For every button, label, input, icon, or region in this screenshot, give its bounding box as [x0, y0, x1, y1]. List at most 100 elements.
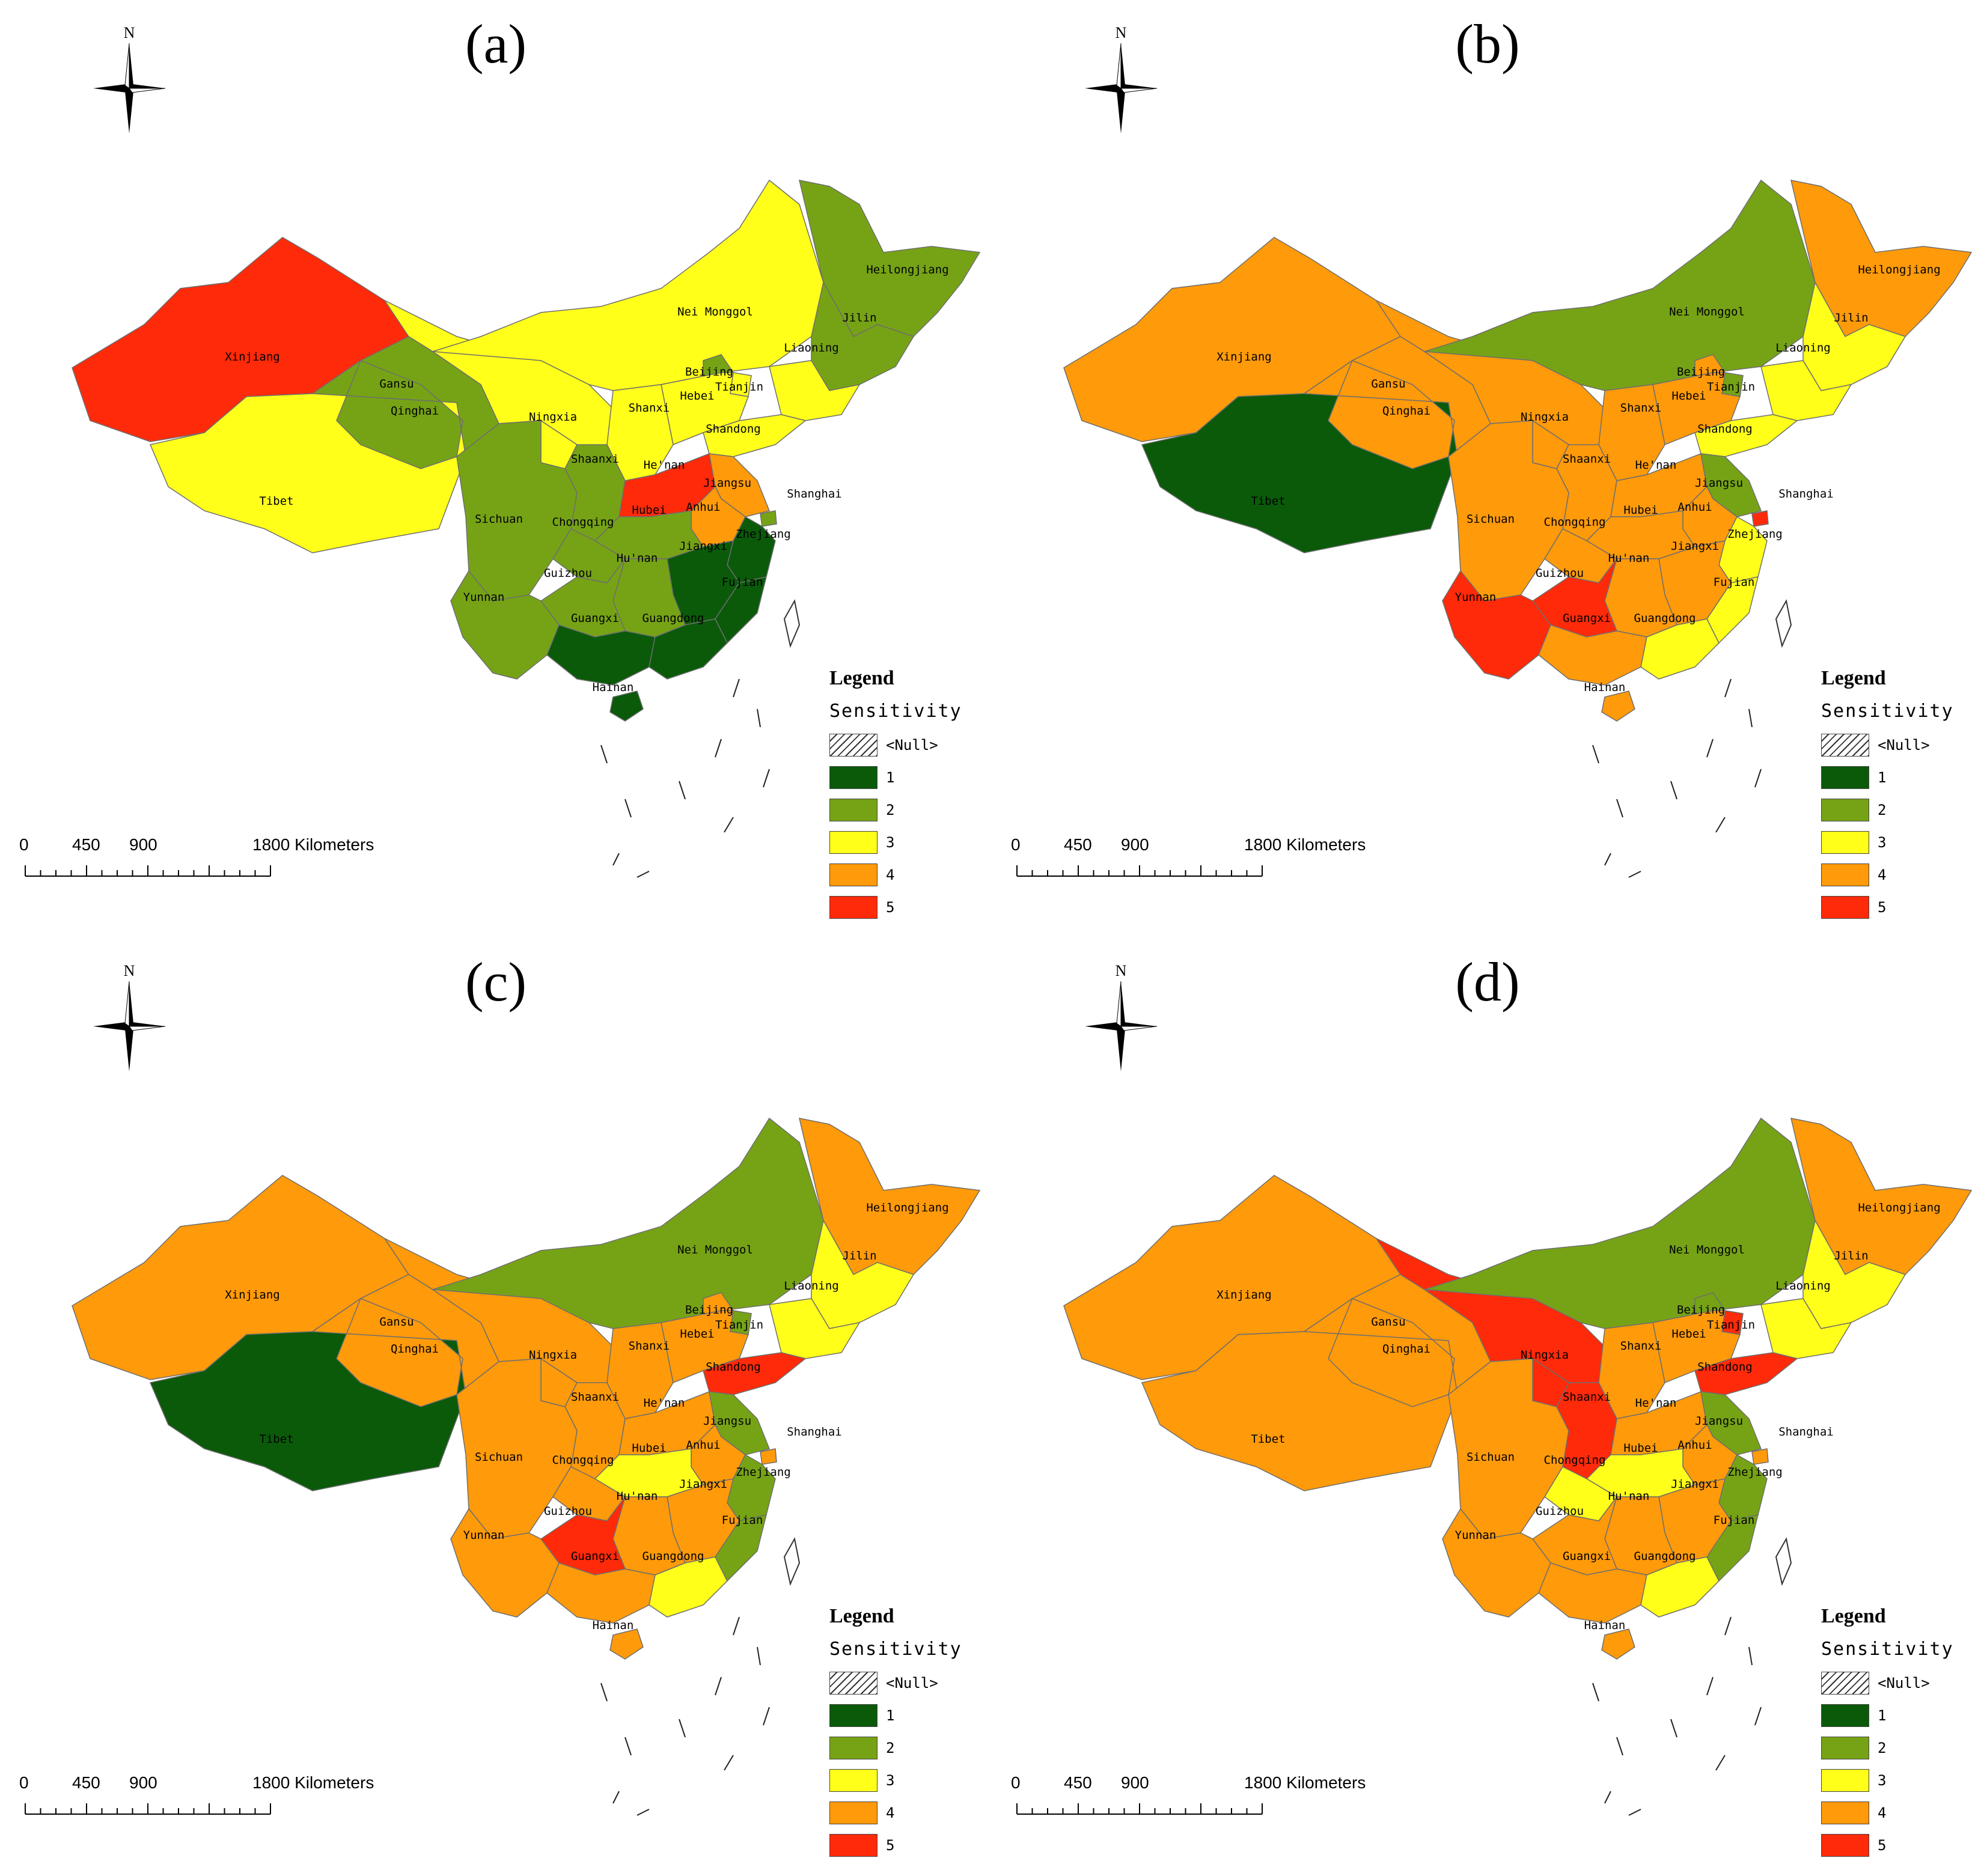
legend-swatch: [829, 799, 878, 821]
province-label: Sichuan: [1467, 1451, 1515, 1464]
legend-item-null: <Null>: [829, 729, 986, 761]
legend-item: 1: [1821, 761, 1977, 794]
province-qinghai: [311, 336, 499, 469]
province-jilin: [811, 281, 915, 391]
legend-label: 5: [1878, 1837, 1887, 1854]
province-label: Shanghai: [1778, 487, 1834, 501]
province-label: Beijing: [685, 1303, 733, 1317]
province-label: Fujian: [1714, 576, 1755, 589]
north-arrow-icon: N: [1082, 24, 1160, 138]
province-label: Jiangxi: [679, 1478, 727, 1491]
province-label: Nei Monggol: [1669, 305, 1745, 318]
legend-swatch: [1821, 1834, 1869, 1857]
scale-tick-label: 900: [1121, 1773, 1149, 1792]
scale-bar: 0 450 900 1800 Kilometers: [19, 835, 374, 877]
legend-item: 1: [829, 1699, 986, 1732]
province-label: Tianjin: [715, 1318, 763, 1332]
province-hainan: [609, 1628, 644, 1660]
province-nei-monggol: [1424, 1117, 1816, 1329]
province-label: Shaanxi: [571, 1390, 619, 1404]
province-label: Liaoning: [1775, 1279, 1831, 1293]
province-jilin: [1802, 281, 1906, 391]
province-nei-monggol: [432, 1117, 824, 1329]
province-shanghai: [1751, 1448, 1769, 1465]
province-label: Nei Monggol: [1669, 1243, 1745, 1256]
legend-subtitle: Sensitivity: [1821, 1639, 1954, 1660]
province-label: Liaoning: [784, 1279, 839, 1293]
province-label: Sichuan: [475, 1451, 523, 1464]
scale-tick-label: 1800 Kilometers: [252, 1773, 374, 1792]
province-label: Sichuan: [1467, 513, 1515, 526]
legend-item: 4: [1821, 859, 1977, 891]
scale-tick-label: 1800 Kilometers: [1244, 1773, 1366, 1792]
legend-title: Legend: [829, 1605, 894, 1627]
province-label: Jiangxi: [1671, 540, 1719, 553]
province-label: Zhejiang: [736, 1466, 791, 1479]
province-label: Ningxia: [529, 1348, 577, 1362]
province-label: Chongqing: [1544, 516, 1606, 529]
province-label: Yunnan: [463, 1529, 505, 1542]
province-label: Anhui: [1677, 501, 1712, 514]
province-label: He'nan: [1635, 458, 1677, 472]
province-label: Nei Monggol: [677, 1243, 753, 1256]
province-label: Qinghai: [1382, 1342, 1430, 1356]
province-label: Gansu: [1371, 1315, 1405, 1329]
province-label: Anhui: [1677, 1439, 1712, 1452]
null-swatch: [829, 734, 878, 757]
province-label: Shandong: [1697, 1360, 1753, 1374]
province-label: Hainan: [1584, 681, 1626, 694]
legend-label: 1: [886, 1707, 895, 1724]
province-nei-monggol: [1424, 179, 1816, 391]
province-label: Sichuan: [475, 513, 523, 526]
province-label: Beijing: [685, 365, 733, 379]
province-label: Guangdong: [1634, 612, 1696, 625]
null-swatch: [1821, 1672, 1869, 1695]
scale-tick-label: 0: [1011, 835, 1021, 854]
panel-title: (c): [465, 951, 527, 1013]
legend-item-null: <Null>: [829, 1667, 986, 1699]
map-panel-1: (a) N Xinjiang Tibet Qinghai Gansu Nei Monggol…: [0, 0, 992, 938]
null-region: [1775, 599, 1792, 648]
province-label: Xinjiang: [225, 1288, 280, 1302]
scale-bar: 0 450 900 1800 Kilometers: [1011, 1773, 1366, 1815]
province-label: Xinjiang: [1216, 1288, 1272, 1302]
legend-label: 4: [1878, 1804, 1887, 1821]
province-label: Guangxi: [1563, 612, 1611, 625]
province-label: Hu'nan: [617, 552, 658, 565]
south-sea-dashes: [600, 678, 770, 878]
legend-item: 3: [829, 826, 986, 859]
legend-label: 2: [1878, 802, 1887, 818]
province-label: Gansu: [379, 377, 414, 391]
province-label: Gansu: [1371, 377, 1405, 391]
north-label: N: [123, 24, 135, 41]
legend-swatch: [829, 1737, 878, 1759]
province-label: Jilin: [1834, 311, 1868, 324]
province-shanghai: [760, 510, 777, 527]
legend-label: <Null>: [1878, 737, 1930, 754]
legend-label: 1: [1878, 1707, 1887, 1724]
legend-item: 3: [829, 1764, 986, 1797]
legend-swatch: [1821, 863, 1869, 886]
legend: Legend Sensitivity <Null> 1 2 3 4 5: [829, 667, 986, 924]
province-label: Fujian: [722, 576, 763, 589]
choropleth-map: Xinjiang Tibet Qinghai Gansu Nei Monggol Heil…: [72, 179, 981, 878]
province-label: Shandong: [706, 422, 761, 436]
province-label: Guangxi: [571, 1550, 619, 1563]
province-shanghai: [760, 1448, 777, 1465]
province-shanghai: [1751, 510, 1769, 527]
scale-tick-label: 0: [19, 835, 29, 854]
province-label: Tianjin: [1707, 1318, 1755, 1332]
province-fujian: [715, 576, 768, 644]
scale-tick-label: 1800 Kilometers: [1244, 835, 1366, 854]
legend-label: 3: [886, 834, 895, 851]
province-hainan: [1601, 690, 1635, 722]
province-label: Fujian: [1714, 1514, 1755, 1527]
province-label: He'nan: [1635, 1396, 1677, 1410]
panel-title: (d): [1455, 951, 1520, 1013]
province-label: Jiangsu: [1695, 1415, 1743, 1428]
province-label: Jilin: [842, 1249, 876, 1262]
province-label: Tianjin: [1707, 380, 1755, 394]
legend-swatch: [1821, 831, 1869, 854]
scale-tick-label: 1800 Kilometers: [252, 835, 374, 854]
province-guangdong: [649, 618, 728, 680]
